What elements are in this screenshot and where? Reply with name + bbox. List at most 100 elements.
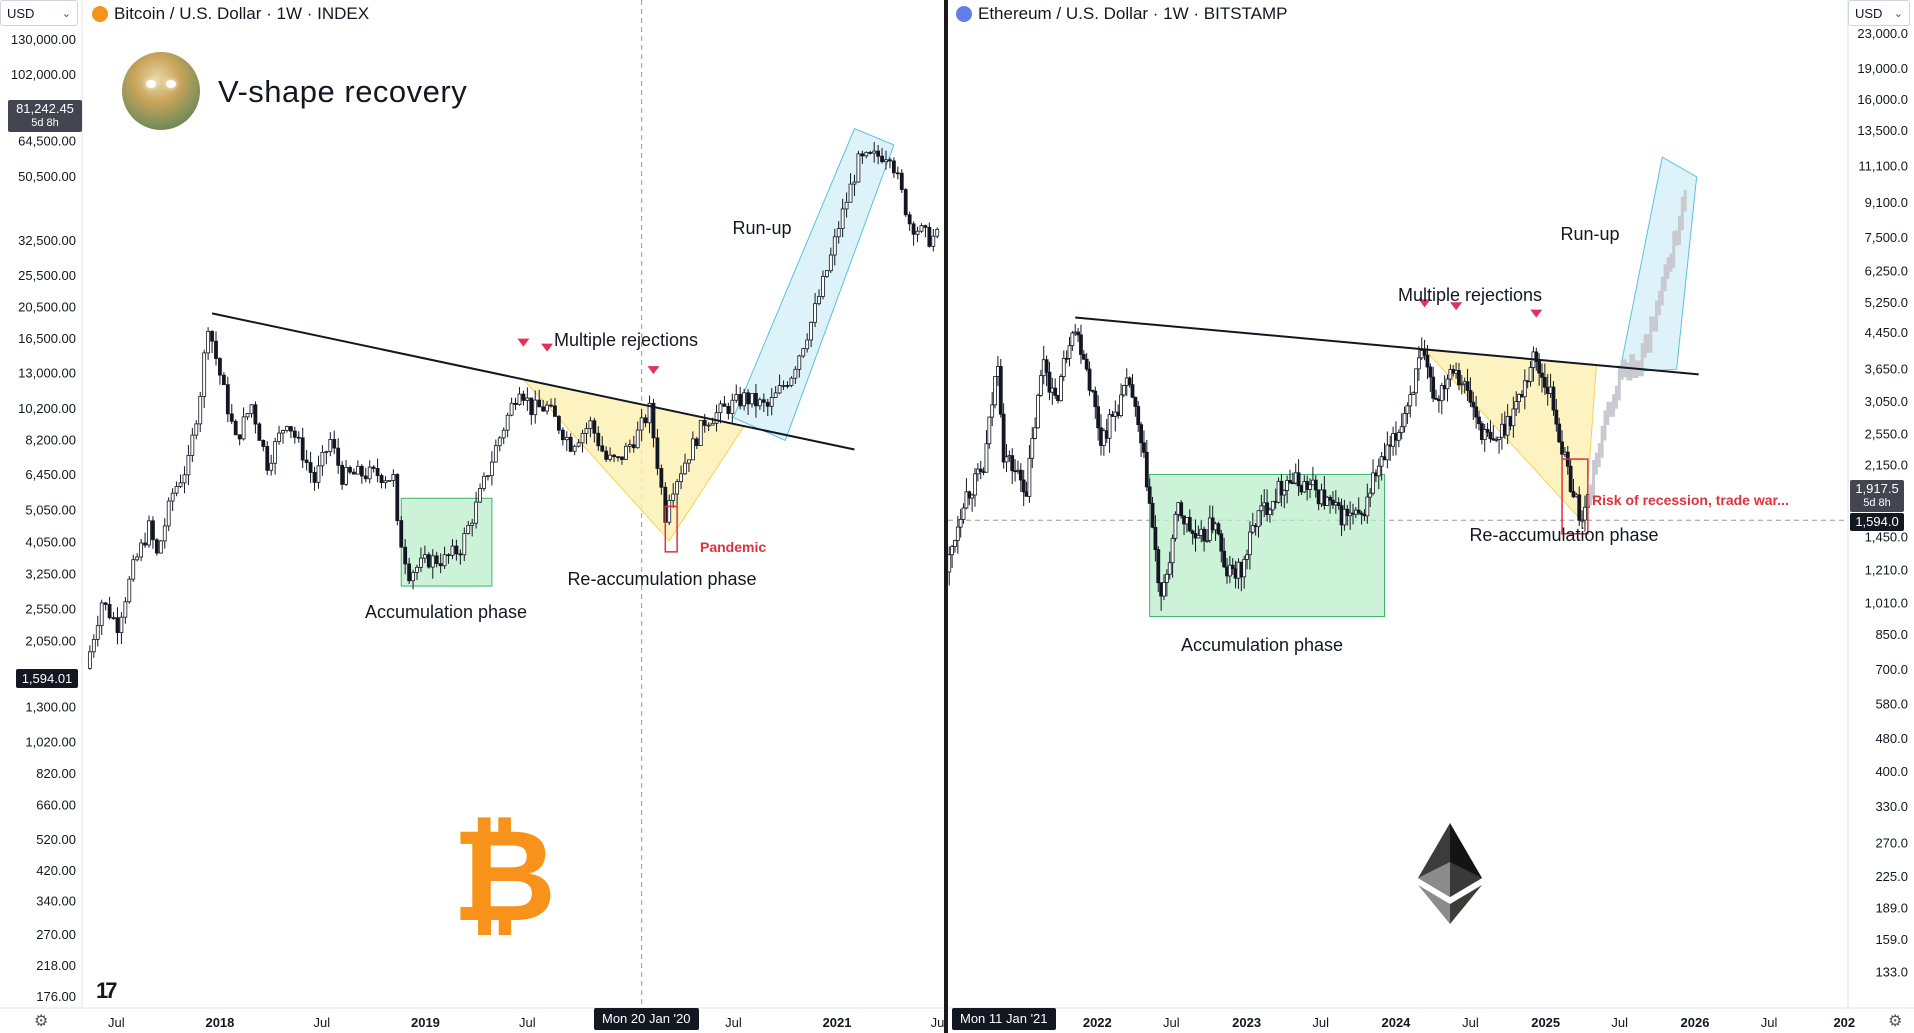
candle-body (332, 439, 337, 449)
btc-chart-header: Bitcoin / U.S. Dollar · 1W · INDEX (92, 4, 369, 24)
candle-body (395, 474, 400, 521)
candle-body (367, 466, 372, 480)
eth-chart-svg[interactable]: 23,000.0 19,000.0 16,000.0 13,500.0 11,100.0… (948, 0, 1914, 1033)
candle-body (202, 352, 207, 397)
candle-body (651, 402, 656, 439)
candle-body (1379, 456, 1384, 467)
btc-symbol-title[interactable]: Bitcoin / U.S. Dollar · 1W · INDEX (114, 4, 370, 23)
candle-body (785, 385, 790, 387)
projection-candle (1677, 215, 1681, 246)
candle-body (257, 423, 262, 441)
candle-body (1147, 486, 1152, 504)
candle-body (1459, 383, 1464, 386)
btc-currency-label: USD (7, 6, 35, 21)
candle-body (281, 429, 285, 434)
candle-body (935, 228, 940, 237)
tradingview-logo-icon[interactable]: 17 (96, 978, 118, 1003)
btc-settings-gear-icon[interactable]: ⚙ (34, 1013, 49, 1030)
candle-body (1365, 496, 1370, 517)
btc-chart-svg[interactable]: 130,000.00 102,000.00 64,500.00 50,500.00 32… (0, 0, 944, 1033)
candle-body (245, 413, 250, 418)
candle-body (336, 447, 341, 466)
candle-body (1542, 376, 1547, 388)
candle-body (1285, 480, 1290, 491)
candle-body (948, 554, 952, 573)
eth-settings-gear-icon[interactable]: ⚙ (1888, 1013, 1903, 1030)
candle-body (809, 321, 814, 341)
candle-body (1259, 505, 1264, 512)
y-tick-label: 189.0 (1875, 901, 1908, 916)
candle-body (147, 520, 151, 546)
candle-body (1093, 390, 1098, 408)
candle-body (415, 566, 419, 573)
y-tick-label: 1,450.0 (1865, 530, 1908, 545)
y-tick-label: 850.0 (1875, 627, 1908, 642)
candle-body (973, 473, 977, 496)
candle-body (324, 451, 329, 453)
candle-body (1514, 401, 1519, 410)
y-tick-label: 16,500.00 (18, 331, 76, 346)
x-tick-label: Jul (519, 1015, 536, 1030)
candle-body (446, 554, 451, 557)
eth-last-price-badge: 1,917.5 5d 8h (1850, 480, 1904, 512)
eth-logo-facet (1450, 862, 1482, 897)
btc-currency-select[interactable]: USD ⌄ (0, 0, 78, 26)
candle-body (154, 539, 159, 554)
candle-body (953, 540, 957, 548)
candle-body (1497, 436, 1501, 440)
panel-divider[interactable] (944, 0, 948, 1033)
candle-body (233, 420, 238, 436)
candle-body (1250, 525, 1255, 533)
candle-body (99, 602, 104, 627)
y-tick-label: 6,450.00 (25, 467, 76, 482)
candle-body (162, 525, 167, 542)
candle-body (1179, 502, 1184, 517)
candle-body (1328, 496, 1332, 501)
candle-body (352, 471, 356, 475)
eth-chart-panel[interactable]: 23,000.0 19,000.0 16,000.0 13,500.0 11,100.0… (948, 0, 1914, 1033)
x-tick-label: Jul (1611, 1015, 1628, 1030)
candle-body (777, 385, 782, 394)
candle-body (486, 475, 490, 478)
candle-body (115, 617, 120, 634)
candle-body (111, 617, 116, 620)
candle-body (608, 454, 613, 460)
candle-body (698, 419, 703, 447)
candle-body (430, 555, 435, 568)
candle-body (623, 445, 628, 460)
candle-body (391, 474, 396, 481)
candle-body (961, 507, 966, 520)
candle-body (489, 461, 494, 477)
projection-candle (1603, 410, 1607, 441)
candle-body (533, 399, 538, 416)
candle-body (1087, 368, 1092, 391)
candle-body (907, 214, 912, 225)
candle-body (292, 430, 297, 438)
candle-body (229, 413, 234, 422)
candle-body (541, 406, 546, 412)
candle-body (1164, 573, 1169, 583)
projection-candle (1597, 443, 1601, 468)
btc-cursor-price-badge: 1,594.01 (16, 669, 78, 688)
candle-body (620, 456, 624, 460)
candle-body (1471, 401, 1476, 408)
candle-body (1222, 550, 1227, 568)
candle-body (210, 330, 214, 342)
x-tick-label: 202 (1833, 1015, 1855, 1030)
candle-body (1044, 359, 1049, 373)
candle-body (221, 374, 226, 386)
candle-body (580, 432, 585, 444)
candle-body (127, 578, 132, 603)
candle-body (1010, 455, 1015, 472)
candle-body (1485, 429, 1490, 433)
candle-body (687, 459, 691, 464)
y-tick-label: 2,550.0 (1865, 427, 1908, 442)
eth-currency-select[interactable]: USD ⌄ (1848, 0, 1910, 26)
projection-candle (1663, 264, 1667, 292)
candle-body (848, 183, 853, 203)
btc-chart-panel[interactable]: 130,000.00 102,000.00 64,500.00 50,500.00 32… (0, 0, 944, 1033)
candle-body (1067, 345, 1072, 359)
candle-body (166, 500, 171, 527)
eth-symbol-title[interactable]: Ethereum / U.S. Dollar · 1W · BITSTAMP (978, 4, 1288, 23)
projection-candle (1617, 365, 1621, 401)
